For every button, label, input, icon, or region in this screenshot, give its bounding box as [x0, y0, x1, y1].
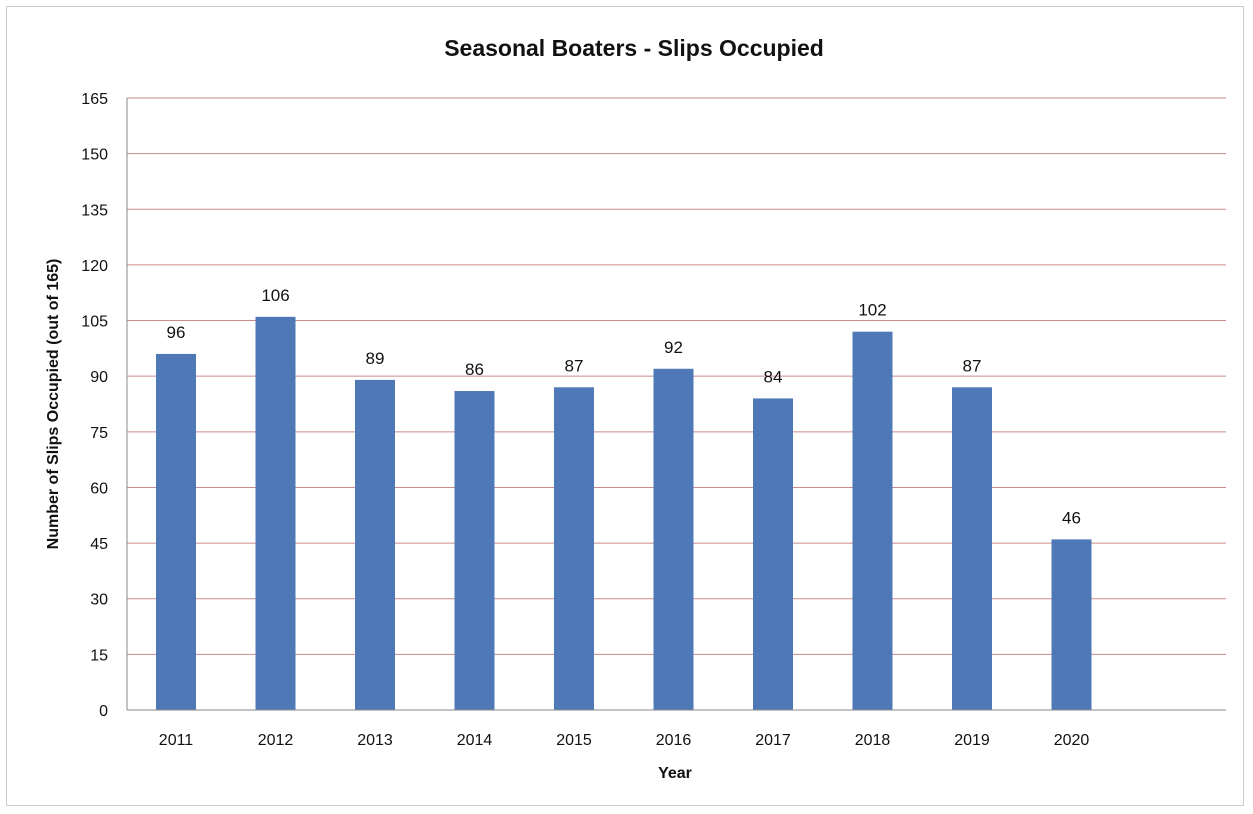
y-tick-label: 75	[90, 425, 108, 442]
y-tick-label: 150	[81, 147, 108, 164]
data-label-2018: 102	[858, 301, 886, 320]
bar-2019	[952, 387, 992, 710]
bar-2011	[156, 353, 196, 710]
x-tick-label: 2015	[556, 732, 592, 749]
bar-2016	[653, 368, 694, 710]
data-labels: 96 106 89 86 87 92 84 102 87 46	[167, 286, 1081, 528]
y-tick-label: 105	[81, 314, 108, 331]
x-tick-label: 2016	[656, 732, 692, 749]
x-tick-label: 2012	[258, 732, 294, 749]
x-axis-ticks: 2011 2012 2013 2014 2015 2016 2017 2018 2019 2020	[159, 732, 1090, 749]
x-tick-label: 2013	[357, 732, 393, 749]
y-tick-label: 15	[90, 647, 108, 664]
chart-frame	[6, 6, 1244, 806]
y-axis-title: Number of Slips Occupied (out of 165)	[45, 259, 62, 550]
data-label-2017: 84	[764, 367, 783, 386]
chart-title: Seasonal Boaters - Slips Occupied	[444, 35, 824, 61]
bar-2014	[454, 391, 495, 710]
bars	[156, 316, 1092, 710]
y-tick-label: 0	[99, 703, 108, 720]
data-label-2013: 89	[366, 349, 385, 368]
data-label-2011: 96	[167, 323, 186, 342]
data-label-2015: 87	[565, 356, 584, 375]
y-tick-label: 120	[81, 258, 108, 275]
y-tick-label: 30	[90, 592, 108, 609]
y-tick-label: 45	[90, 536, 108, 553]
y-axis-ticks: 0 15 30 45 60 75 90 105 120 135 150 165	[81, 91, 108, 720]
y-tick-label: 60	[90, 480, 108, 497]
data-label-2020: 46	[1062, 508, 1081, 527]
data-label-2019: 87	[963, 356, 982, 375]
x-tick-label: 2020	[1054, 732, 1090, 749]
y-tick-label: 90	[90, 369, 108, 386]
x-tick-label: 2019	[954, 732, 990, 749]
bar-2012	[255, 316, 296, 710]
data-label-2016: 92	[664, 338, 683, 357]
data-label-2012: 106	[261, 286, 289, 305]
gridlines	[127, 97, 1226, 655]
x-tick-label: 2011	[159, 732, 194, 749]
bar-2020	[1051, 539, 1092, 710]
x-axis-title: Year	[658, 765, 692, 782]
x-tick-label: 2014	[457, 732, 493, 749]
bar-2017	[753, 398, 793, 710]
x-tick-label: 2018	[855, 732, 891, 749]
y-tick-label: 165	[81, 91, 108, 108]
bar-2015	[554, 387, 594, 710]
x-tick-label: 2017	[755, 732, 791, 749]
y-tick-label: 135	[81, 202, 108, 219]
data-label-2014: 86	[465, 360, 484, 379]
bar-2018	[852, 331, 893, 710]
bar-2013	[355, 379, 395, 710]
